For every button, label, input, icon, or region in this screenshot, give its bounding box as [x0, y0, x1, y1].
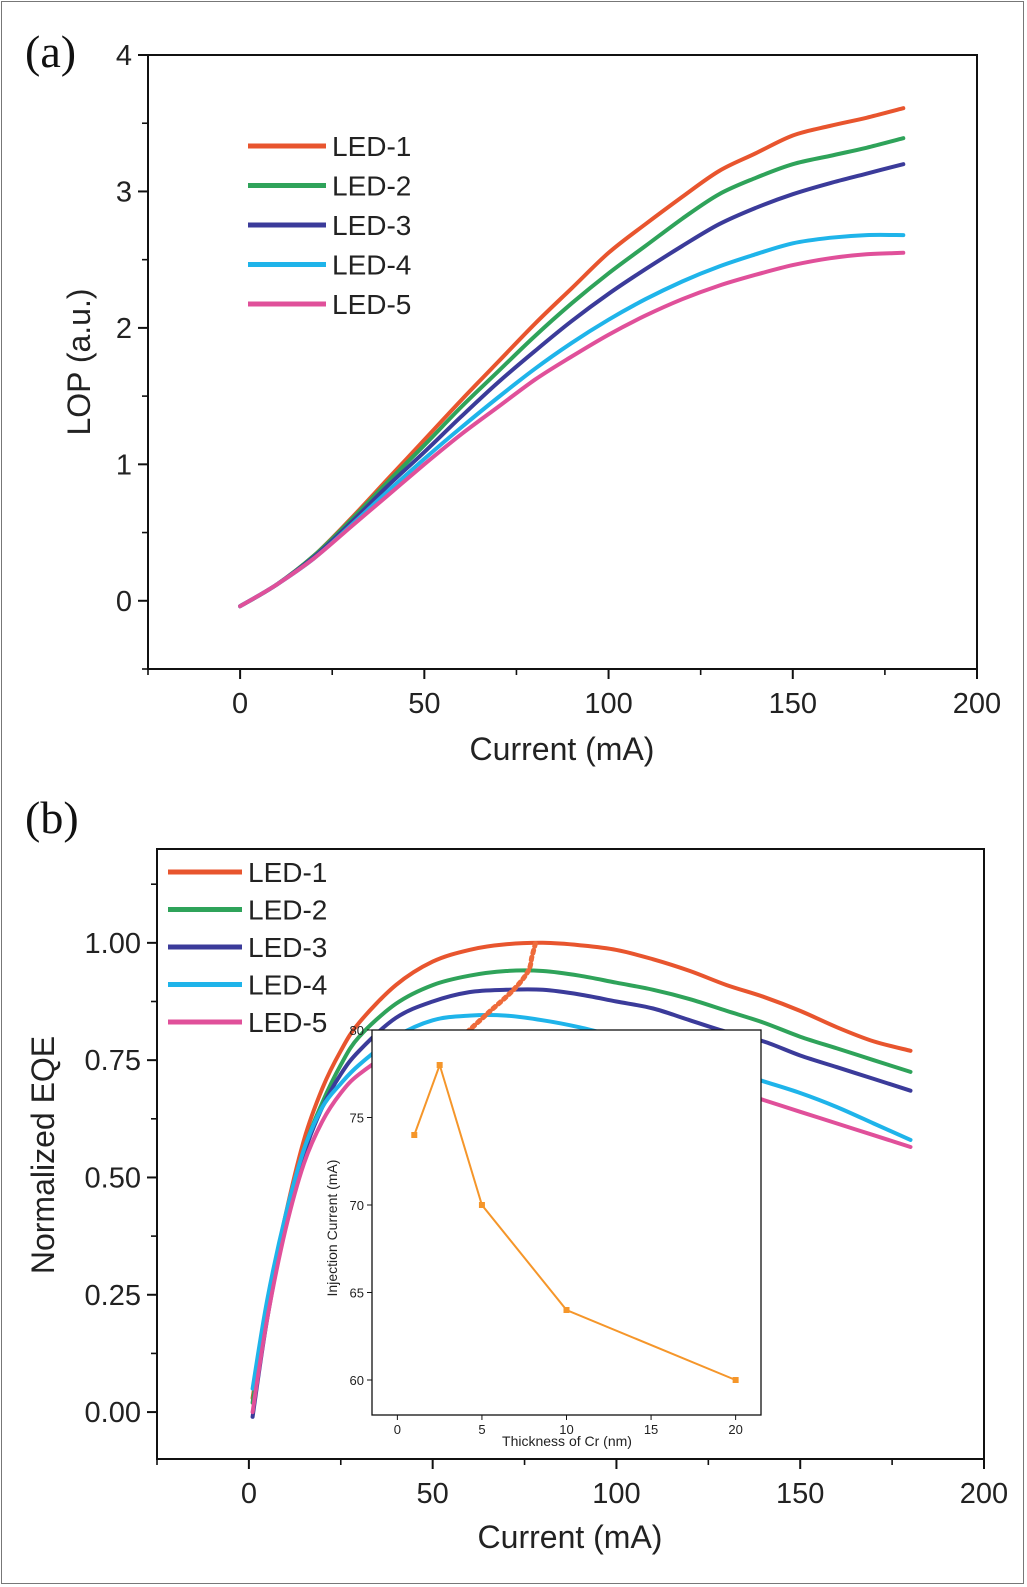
legend-label-led-1: LED-1: [332, 131, 411, 162]
y-tick-label: 0.25: [85, 1280, 141, 1312]
peak-guide-line: [459, 940, 539, 1040]
inset-data-point: [411, 1132, 418, 1138]
y-tick-label: 0: [116, 586, 132, 618]
panel-a-legend: LED-1 LED-2 LED-3 LED-4 LED-5: [248, 131, 411, 320]
legend-label-led-5: LED-5: [332, 289, 411, 320]
inset-y-tick-label: 70: [350, 1198, 364, 1213]
inset-x-tick-label: 15: [644, 1422, 658, 1437]
y-tick-label: 1: [116, 449, 132, 481]
inset-data-point: [563, 1307, 570, 1313]
inset-y-tick-label: 60: [350, 1373, 364, 1388]
x-tick-label: 0: [241, 1478, 257, 1510]
x-tick-label: 100: [584, 688, 632, 720]
legend-label-led-4: LED-4: [248, 970, 327, 1001]
panel-a-ticks: 0 50 100 150 200 0 1 2 3 4: [116, 40, 1001, 720]
x-tick-label: 200: [960, 1478, 1008, 1510]
panel-a-ylabel: LOP (a.u.): [61, 288, 97, 435]
x-tick-label: 150: [769, 688, 817, 720]
inset-y-tick-label: 75: [350, 1111, 364, 1126]
inset-x-tick-label: 0: [394, 1422, 401, 1437]
legend-label-led-4: LED-4: [332, 250, 411, 281]
inset-plot-frame: [371, 1029, 762, 1416]
inset-ticks: 0 5 10 15 20 60 65 70 75 80: [350, 1023, 743, 1437]
legend-label-led-5: LED-5: [248, 1007, 327, 1038]
x-tick-label: 100: [592, 1478, 640, 1510]
y-tick-label: 0.00: [85, 1397, 141, 1429]
panel-a-plot-frame: [147, 54, 978, 670]
series-line-led-5: [238, 250, 906, 609]
x-tick-label: 50: [408, 688, 440, 720]
panel-b-xlabel: Current (mA): [478, 1519, 663, 1555]
panel-b-plot-frame: [156, 848, 985, 1460]
y-tick-label: 0.75: [85, 1045, 141, 1077]
inset-data-point: [436, 1062, 443, 1068]
x-tick-label: 200: [953, 688, 1001, 720]
panel-b-lines: [250, 940, 913, 1419]
y-tick-label: 0.50: [85, 1162, 141, 1194]
y-tick-label: 1.00: [85, 928, 141, 960]
legend-label-led-2: LED-2: [332, 171, 411, 202]
panel-b-ylabel: Normalized EQE: [25, 1036, 61, 1274]
inset-x-tick-label: 5: [478, 1422, 485, 1437]
inset-lines: [411, 1061, 739, 1383]
x-tick-label: 0: [232, 688, 248, 720]
panel-b-legend: LED-1 LED-2 LED-3 LED-4 LED-5: [168, 857, 327, 1038]
inset-y-tick-label: 80: [350, 1023, 364, 1038]
x-tick-label: 150: [776, 1478, 824, 1510]
panel-b-label: (b): [25, 792, 79, 843]
legend-label-led-2: LED-2: [248, 895, 327, 926]
legend-label-led-1: LED-1: [248, 857, 327, 888]
panel-b-peak-guide: [459, 940, 539, 1040]
inset-data-point: [732, 1377, 739, 1383]
panel-a-xlabel: Current (mA): [470, 731, 655, 767]
series-line-led-4: [250, 1013, 913, 1391]
panel-a-label: (a): [25, 26, 76, 77]
legend-label-led-3: LED-3: [248, 932, 327, 963]
inset-y-tick-label: 65: [350, 1286, 364, 1301]
inset-data-point: [478, 1202, 485, 1208]
series-line-led-3: [238, 162, 906, 609]
y-tick-label: 3: [116, 176, 132, 208]
inset-x-tick-label: 20: [728, 1422, 742, 1437]
inset-ylabel: Injection Current (mA): [324, 1160, 340, 1297]
y-tick-label: 4: [116, 40, 132, 72]
x-tick-label: 50: [417, 1478, 449, 1510]
series-line-led-1: [250, 940, 913, 1400]
legend-label-led-3: LED-3: [332, 210, 411, 241]
panel-a-lines: [238, 106, 906, 609]
y-tick-label: 2: [116, 313, 132, 345]
inset-x-tick-label: 10: [559, 1422, 573, 1437]
inset-xlabel: Thickness of Cr (nm): [502, 1433, 632, 1449]
